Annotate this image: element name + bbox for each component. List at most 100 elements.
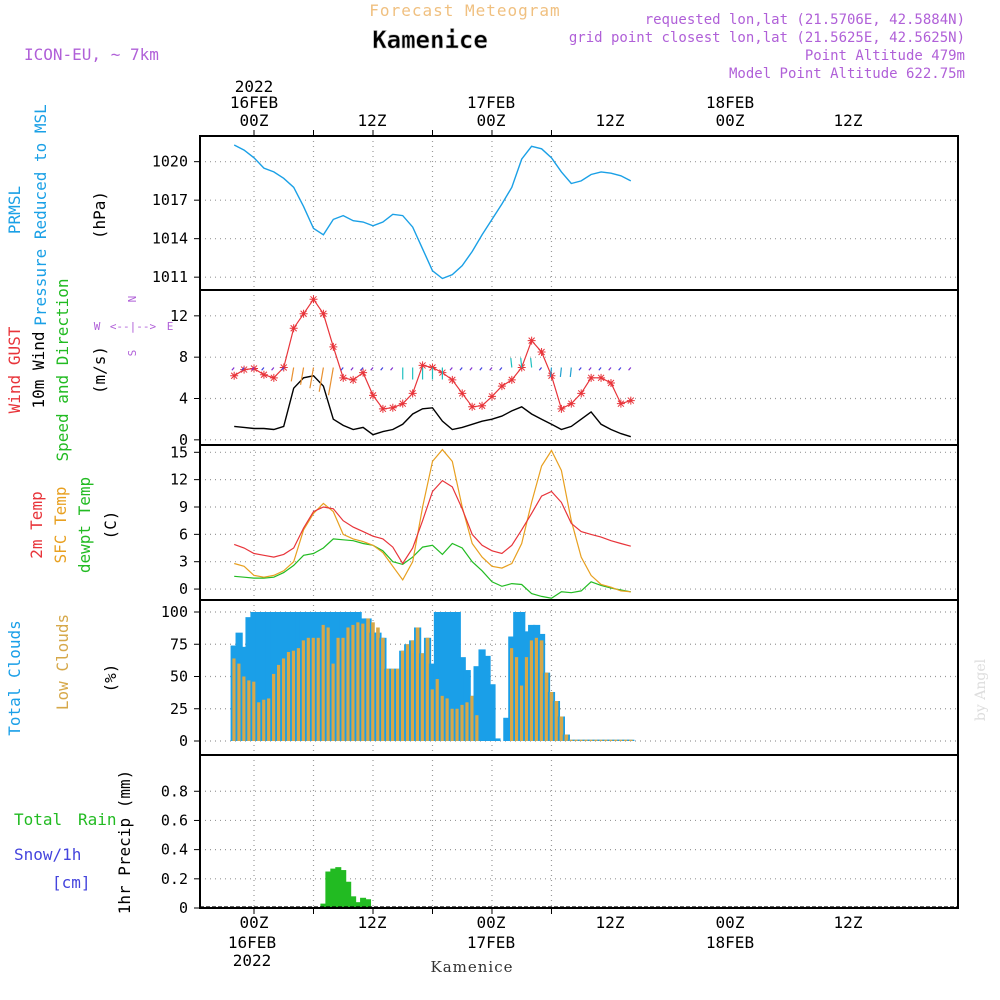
wind-direction-arrow: [261, 367, 265, 371]
low-cloud-bar: [405, 644, 410, 741]
rain-label: Rain: [78, 810, 117, 829]
wind-direction-arrow: [251, 367, 255, 371]
bottom-tick-label: 00Z: [240, 913, 269, 932]
total-cloud-bar: [438, 612, 447, 741]
gust-marker: [487, 392, 496, 401]
dewpt-line: [234, 538, 631, 599]
gust-marker: [299, 309, 308, 318]
wind-direction-arrow: [559, 367, 562, 377]
wind-direction-arrow: [271, 367, 275, 371]
low-cloud-bar: [549, 691, 554, 741]
gust-label: Wind GUST: [5, 326, 24, 413]
low-cloud-bar: [366, 618, 370, 741]
gust-marker: [567, 399, 576, 408]
low-cloud-bar: [470, 695, 474, 741]
low-cloud-bar: [450, 708, 455, 741]
low-cloud-bar: [326, 627, 331, 741]
gust-marker: [398, 399, 407, 408]
low-cloud-bar: [410, 640, 415, 741]
low-cloud-bar: [242, 676, 246, 741]
low-cloud-bar: [559, 716, 564, 741]
y-tick-label: 4: [179, 390, 188, 408]
y-tick-label: 0.2: [161, 870, 188, 888]
wind-line: [234, 375, 632, 438]
low-cloud-bar: [272, 673, 276, 741]
bottom-time-axis: 00Z 12Z 00Z 12Z 00Z 12Z 16FEB 2022 17FEB…: [228, 913, 863, 970]
y-tick-label: 1020: [152, 153, 188, 171]
wind-unit: (m/s): [90, 346, 109, 394]
low-cloud-bar: [589, 739, 593, 741]
wind-direction-arrow: [318, 367, 325, 392]
low-cloud-bar: [619, 739, 623, 741]
wind-direction-arrow: [370, 367, 374, 371]
low-cloud-bar: [475, 715, 479, 741]
prmsl-label: PRMSL: [5, 186, 24, 234]
gust-marker: [507, 375, 516, 384]
total-cloud-bar: [483, 655, 491, 741]
low-cloud-bar: [316, 637, 321, 741]
top-time-axis: 2022 16FEB 17FEB 18FEB 00Z 12Z 00Z 12Z 0…: [230, 77, 863, 130]
gust-marker: [388, 403, 397, 412]
location-title: Kamenice: [372, 26, 488, 54]
wind-direction-arrow: [578, 367, 582, 371]
top-tick-label: 00Z: [240, 111, 269, 130]
gust-marker: [339, 373, 348, 382]
clouds-unit: (%): [101, 664, 120, 693]
wind-direction-arrow: [469, 367, 473, 371]
wind-direction-arrow: [231, 367, 235, 371]
low-cloud-bar: [321, 624, 326, 741]
precip-bar: [355, 902, 362, 908]
temp2m-label: 2m Temp: [27, 491, 46, 558]
total-cloud-bar: [255, 612, 263, 741]
gust-marker: [230, 371, 239, 380]
low-cloud-bar: [232, 658, 236, 741]
low-cloud-bar: [247, 680, 251, 741]
low-cloud-bar: [465, 702, 469, 741]
wind-direction-arrow: [390, 367, 394, 371]
wind-direction-arrow: [327, 367, 334, 396]
low-cloud-bar: [574, 739, 579, 741]
total-cloud-bar: [478, 649, 486, 741]
top-day-label: 18FEB: [706, 93, 754, 112]
low-cloud-bar: [237, 663, 241, 741]
low-cloud-bar: [529, 640, 534, 741]
sfc-temp-label: SFC Temp: [51, 486, 70, 563]
total-cloud-bar: [458, 657, 466, 741]
gust-marker: [250, 364, 258, 373]
low-cloud-bar: [267, 698, 271, 741]
y-tick-label: 6: [179, 525, 188, 543]
total-cloud-bar: [443, 612, 451, 741]
panel-pressure: 1011 1014 1017 1020: [152, 135, 959, 291]
low-cloud-bar: [361, 623, 365, 741]
gust-marker: [626, 396, 635, 405]
low-cloud-bar: [336, 637, 341, 741]
low-cloud-bar: [460, 704, 465, 741]
low-cloud-bar: [331, 663, 336, 741]
gust-marker: [329, 342, 338, 351]
y-tick-label: 12: [170, 307, 188, 325]
wind-direction-arrow: [569, 367, 572, 377]
low-cloud-bar: [420, 653, 425, 741]
low-cloud-bar: [252, 681, 256, 741]
dewpt-label: dewpt Temp: [75, 477, 94, 573]
low-cloud-bar: [371, 622, 375, 741]
gust-marker: [309, 295, 318, 304]
gust-marker: [269, 373, 278, 382]
low-cloud-bar: [430, 689, 435, 741]
gust-marker: [259, 370, 268, 379]
low-cloud-bar: [569, 739, 574, 741]
gust-marker: [557, 404, 566, 413]
low-cloud-bar: [614, 739, 618, 741]
wind-direction-arrow: [241, 367, 245, 371]
bottom-tick-label: 00Z: [477, 913, 506, 932]
total-cloud-bar: [433, 612, 442, 741]
wind-dir-label: Speed and Direction: [53, 278, 72, 461]
total-label: Total: [14, 810, 62, 829]
low-cloud-bar: [594, 739, 598, 741]
low-cloud-bar: [440, 695, 445, 741]
compass-n: N: [126, 296, 139, 303]
panel-precip: 0 0.2 0.4 0.6 0.8: [161, 754, 959, 917]
compass-e: E: [167, 320, 174, 333]
low-cloud-bar: [629, 739, 633, 741]
precip-bar: [325, 871, 332, 908]
